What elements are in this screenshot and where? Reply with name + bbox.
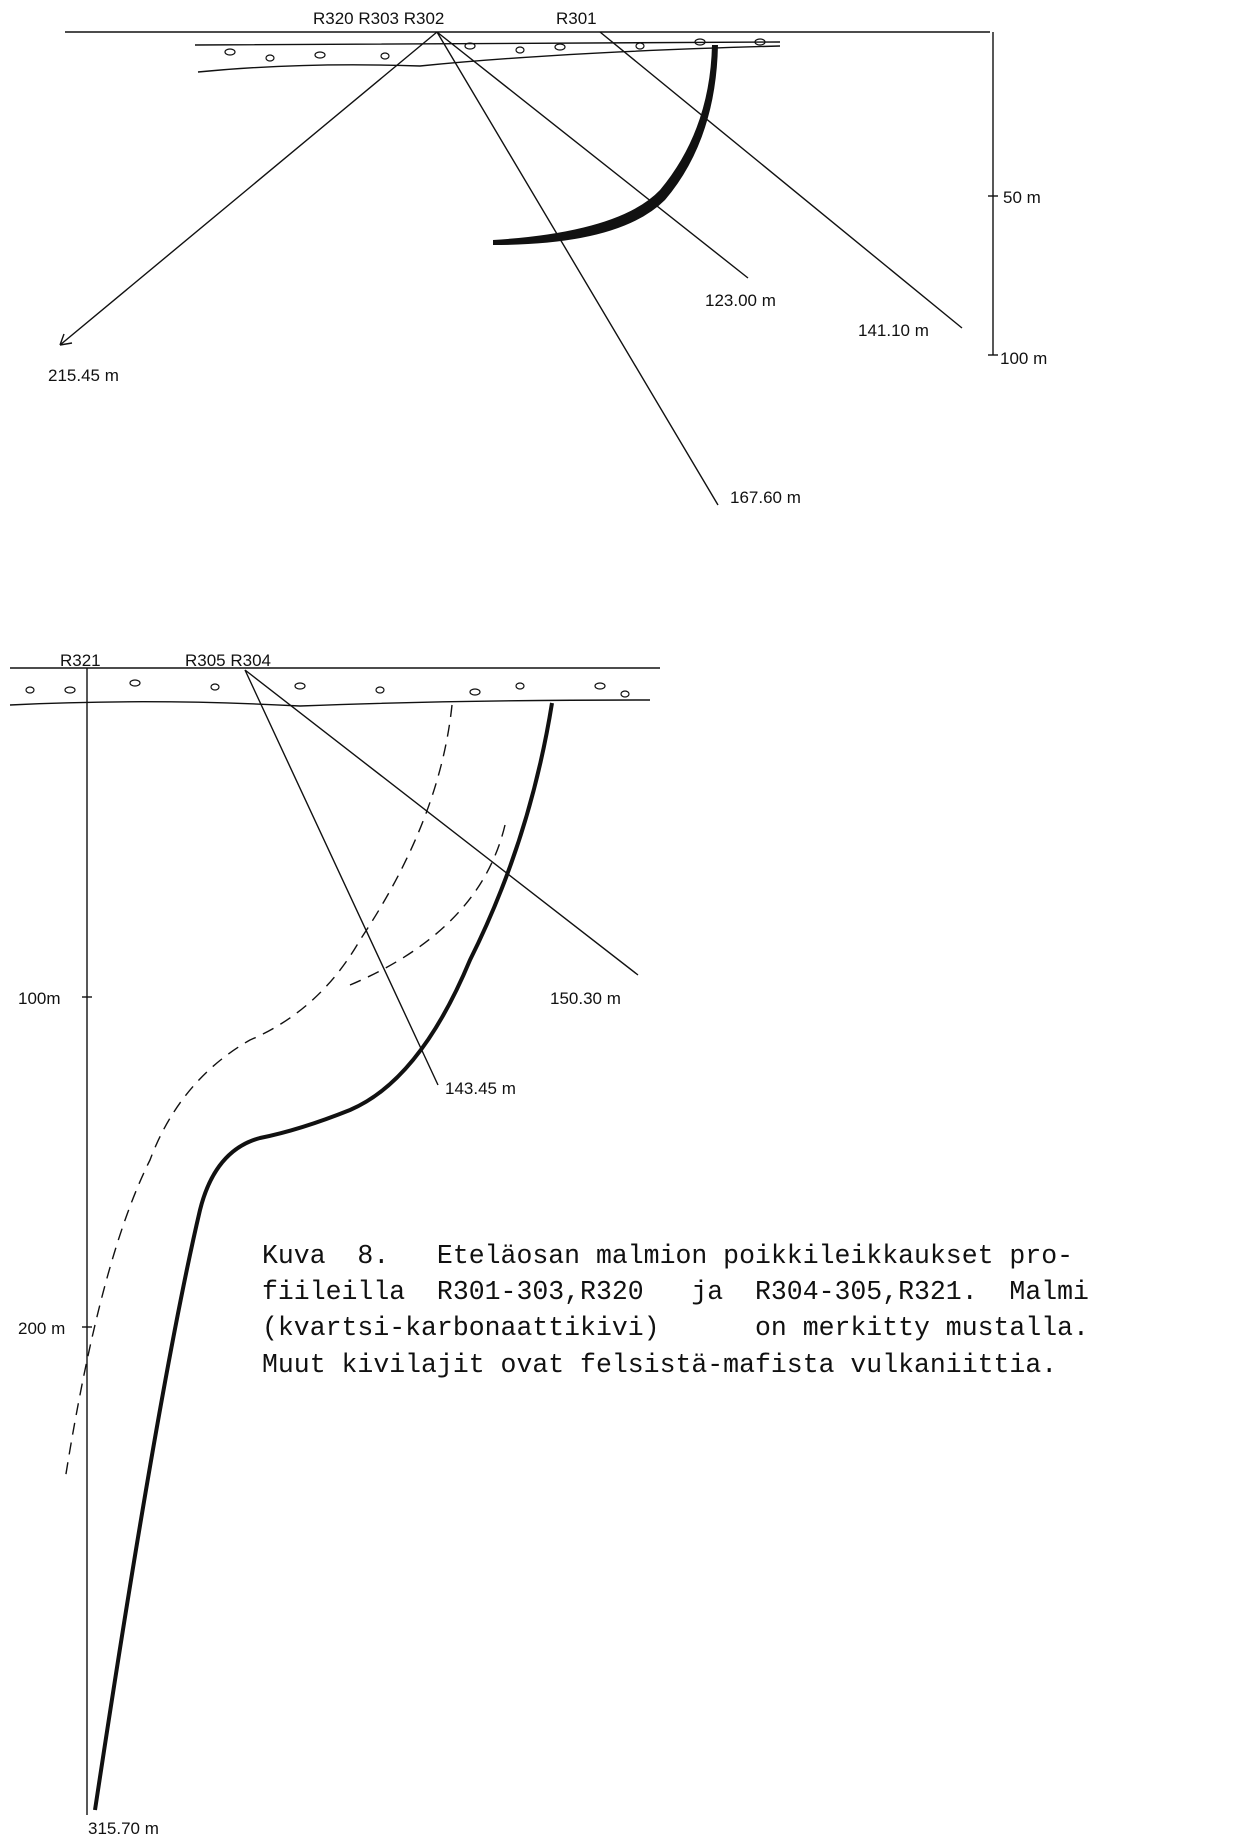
scale-label: 100m [18,989,61,1008]
ore-body [493,45,718,245]
depth-label: 141.10 m [858,321,929,340]
contact-dashed [350,825,505,985]
hole-label: R301 [556,9,597,28]
depth-label: 315.70 m [88,1819,159,1838]
caption-line: Muut kivilajit ovat felsistä-mafista vul… [262,1350,1057,1380]
drill-holes [245,670,638,1085]
hole-label: R320 R303 R302 [313,9,444,28]
diagram: R320 R303 R302 R301 123.00 m 141.10 m 21… [0,0,1252,1839]
depth-label: 123.00 m [705,291,776,310]
caption-line: fiileilla R301-303,R320 ja R304-305,R321… [262,1277,1089,1307]
top-section: R320 R303 R302 R301 123.00 m 141.10 m 21… [48,9,1047,507]
depth-label: 215.45 m [48,366,119,385]
gravel [26,680,629,697]
caption-line: Kuva 8. Eteläosan malmion poikkileikkauk… [262,1241,1073,1271]
depth-label: 150.30 m [550,989,621,1008]
overburden [195,42,780,72]
scale-label: 100 m [1000,349,1047,368]
drill-holes [60,32,962,505]
overburden [10,700,650,706]
scale-label: 200 m [18,1319,65,1338]
caption-line: (kvartsi-karbonaattikivi) on merkitty mu… [262,1313,1089,1343]
depth-label: 143.45 m [445,1079,516,1098]
hole-label: R321 [60,651,101,670]
hole-label: R305 R304 [185,651,271,670]
scale-label: 50 m [1003,188,1041,207]
depth-label: 167.60 m [730,488,801,507]
caption: Kuva 8. Eteläosan malmion poikkileikkauk… [262,1241,1089,1380]
